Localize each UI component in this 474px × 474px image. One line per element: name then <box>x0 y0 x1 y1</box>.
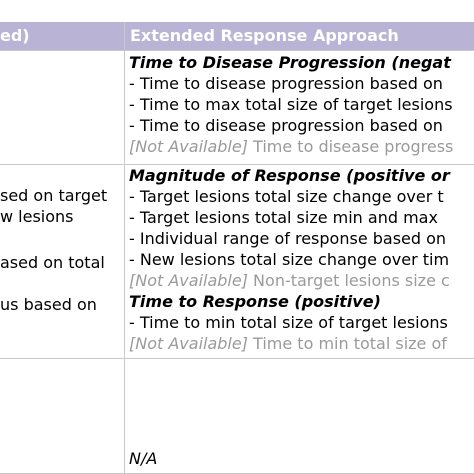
row1-right-cell: Time to Disease Progression (negat - Tim… <box>129 53 474 163</box>
row2-left-line-4: us based on <box>0 295 97 314</box>
row1-item-2: - Time to max total size of target lesio… <box>129 95 453 114</box>
header-cell-left: ed) <box>0 22 124 50</box>
row2-na-tag: [Not Available] <box>129 271 248 290</box>
row2-na2-tag: [Not Available] <box>129 334 248 353</box>
row2-na-text: Non-target lesions size c <box>247 271 450 290</box>
column-divider <box>124 22 125 474</box>
row3-right-cell: N/A <box>129 359 474 472</box>
row2-item-4: - New lesions total size change over tim <box>129 250 450 269</box>
row2-left-line-1: sed on target <box>0 186 108 205</box>
row2-item-2: - Target lesions total size min and max <box>129 208 438 227</box>
row3-value: N/A <box>129 449 158 468</box>
row2-title: Magnitude of Response (positive or <box>129 166 450 185</box>
row2-not-available-2: [Not Available] Time to min total size o… <box>129 334 447 355</box>
row2-na2-text: Time to min total size of <box>247 334 447 353</box>
row2-right-cell: Magnitude of Response (positive or - Tar… <box>129 166 474 357</box>
row2-left-line-2: w lesions <box>0 207 74 226</box>
row2-item-1: - Target lesions total size change over … <box>129 187 444 206</box>
row-divider-2 <box>0 164 474 165</box>
row1-na-tag: [Not Available] <box>129 137 248 156</box>
row1-item-3: - Time to disease progression based on <box>129 116 443 135</box>
row2-item2-1: - Time to min total size of target lesio… <box>129 313 448 332</box>
row2-title-2: Time to Response (positive) <box>129 292 381 311</box>
header-cell-right: Extended Response Approach <box>125 22 474 50</box>
header-left-label: ed) <box>0 26 30 45</box>
row2-item-3: - Individual range of response based on <box>129 229 447 248</box>
row2-not-available: [Not Available] Non-target lesions size … <box>129 271 450 292</box>
row1-item-1: - Time to disease progression based on <box>129 74 443 93</box>
row2-left-line-3: ased on total <box>0 253 105 272</box>
row1-not-available: [Not Available] Time to disease progress <box>129 137 453 158</box>
row1-na-text: Time to disease progress <box>247 137 454 156</box>
row-divider-3 <box>0 358 474 359</box>
row2-left-cell: sed on target w lesions ased on total us… <box>0 165 124 357</box>
row-divider-1 <box>0 50 474 51</box>
header-right-label: Extended Response Approach <box>130 26 399 45</box>
row1-title: Time to Disease Progression (negat <box>129 53 451 72</box>
